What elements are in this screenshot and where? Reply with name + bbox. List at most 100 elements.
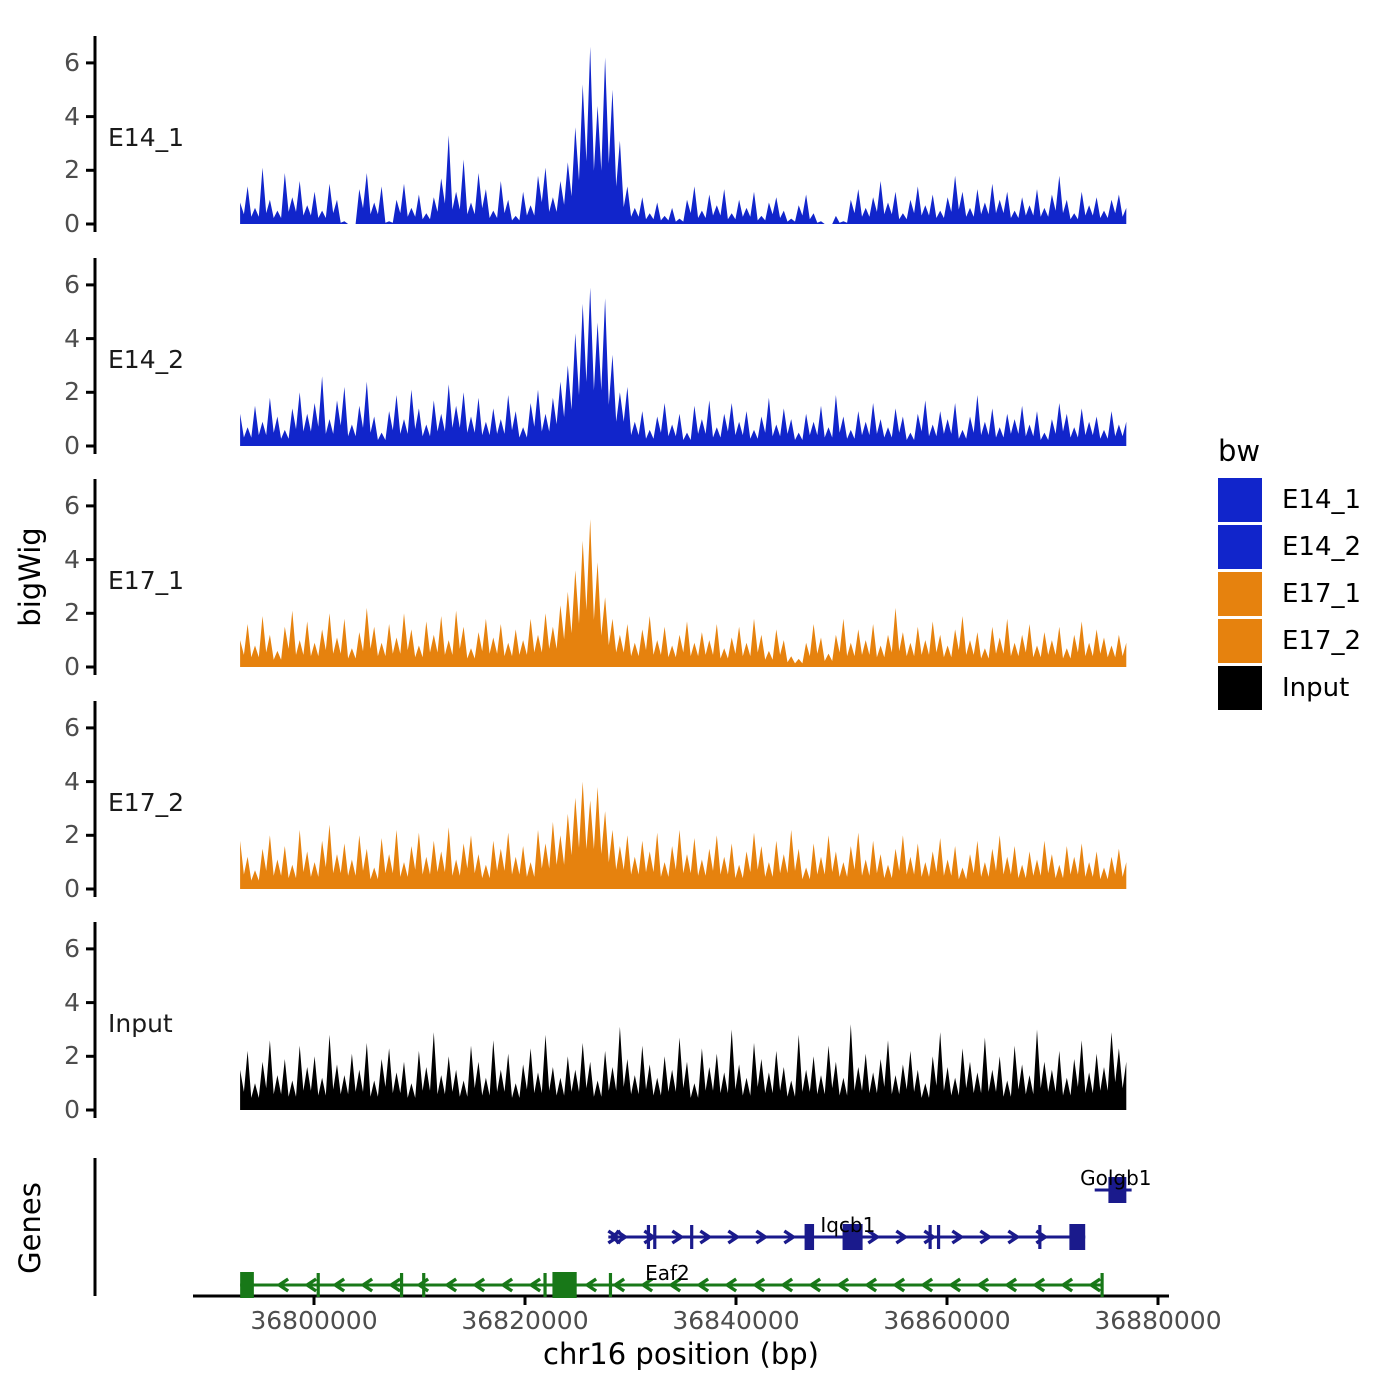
gene-arrow-Iqcb1 — [1007, 1229, 1021, 1245]
x-tick-label-36860000: 36860000 — [883, 1306, 1011, 1335]
track-label-E14_1: E14_1 — [108, 123, 185, 152]
gene-start-marker-Iqcb1 — [608, 1229, 622, 1245]
gene-arrow-Iqcb1 — [783, 1229, 797, 1245]
gene-arrow-Eaf2 — [500, 1277, 514, 1293]
x-tick-label-36880000: 36880000 — [1094, 1306, 1222, 1335]
gene-exon-Iqcb1-1 — [842, 1224, 863, 1250]
track-label-E14_2: E14_2 — [108, 345, 185, 374]
signal-area-E14_2 — [240, 287, 1127, 446]
gene-arrow-Eaf2 — [528, 1277, 542, 1293]
gene-exon-Iqcb1-2 — [1069, 1224, 1086, 1250]
gene-arrow-Eaf2 — [724, 1277, 738, 1293]
legend-item-E17_1: E17_1 — [1218, 572, 1361, 616]
gene-arrow-Eaf2 — [640, 1277, 654, 1293]
legend-label-E14_1: E14_1 — [1282, 485, 1362, 515]
legend: bw E14_1 E14_2 E17_1 E17_2 Input — [1218, 434, 1361, 713]
y-tick-label-E17_2-2: 2 — [64, 820, 80, 850]
y-tick-label-E17_1-2: 2 — [64, 598, 80, 628]
gene-arrow-Iqcb1 — [951, 1229, 965, 1245]
gene-arrow-Eaf2 — [612, 1277, 626, 1293]
y-tick-label-E17_1-0: 0 — [64, 652, 80, 681]
legend-swatch-E17_1 — [1218, 572, 1262, 616]
gene-arrow-Iqcb1 — [867, 1229, 881, 1245]
y-tick-label-E14_2-4: 4 — [64, 323, 80, 353]
track-label-Input: Input — [108, 1009, 173, 1038]
x-tick-label-36820000: 36820000 — [461, 1306, 589, 1335]
gene-arrow-Eaf2 — [752, 1277, 766, 1293]
y-tick-label-E17_2-6: 6 — [64, 712, 80, 742]
gene-start-marker-Iqcb1 — [607, 1229, 621, 1245]
gene-arrow-Iqcb1 — [699, 1229, 713, 1245]
gene-arrow-Iqcb1 — [895, 1229, 909, 1245]
gene-arrow-Eaf2 — [332, 1277, 346, 1293]
track-label-E17_1: E17_1 — [108, 566, 185, 595]
y-tick-label-Input-0: 0 — [64, 1095, 80, 1124]
gene-arrow-Iqcb1 — [671, 1229, 685, 1245]
gene-arrow-Eaf2 — [780, 1277, 794, 1293]
y-tick-label-Input-4: 4 — [64, 987, 80, 1017]
gene-arrow-Eaf2 — [444, 1277, 458, 1293]
gene-arrow-Eaf2 — [360, 1277, 374, 1293]
y-tick-label-E17_1-6: 6 — [64, 490, 80, 520]
y-tick-label-E14_1-0: 0 — [64, 209, 80, 238]
gene-arrow-Eaf2 — [696, 1277, 710, 1293]
legend-item-Input: Input — [1218, 666, 1361, 710]
y-tick-label-E14_2-0: 0 — [64, 431, 80, 460]
legend-label-E14_2: E14_2 — [1282, 532, 1362, 562]
gene-arrow-Eaf2 — [892, 1277, 906, 1293]
legend-label-Input: Input — [1282, 673, 1350, 703]
gene-arrow-Eaf2 — [948, 1277, 962, 1293]
y-tick-label-E14_1-4: 4 — [64, 101, 80, 131]
gene-arrow-Eaf2 — [1060, 1277, 1074, 1293]
gene-label-Eaf2: Eaf2 — [645, 1261, 690, 1285]
legend-label-E17_2: E17_2 — [1282, 626, 1362, 656]
signal-area-E14_1 — [240, 46, 1127, 224]
gene-arrow-Eaf2 — [388, 1277, 402, 1293]
signal-area-E17_2 — [240, 781, 1127, 889]
x-tick-label-36840000: 36840000 — [672, 1306, 800, 1335]
gene-arrow-Eaf2 — [276, 1277, 290, 1293]
gene-label-Golgb1: Golgb1 — [1080, 1166, 1151, 1190]
gene-label-Iqcb1: Iqcb1 — [820, 1213, 875, 1237]
gene-arrow-Eaf2 — [1088, 1277, 1102, 1293]
legend-item-E14_2: E14_2 — [1218, 525, 1361, 569]
gene-arrow-Iqcb1 — [755, 1229, 769, 1245]
gene-exon-Eaf2-0 — [240, 1272, 254, 1298]
y-tick-label-E17_1-4: 4 — [64, 544, 80, 574]
legend-item-E14_1: E14_1 — [1218, 478, 1361, 522]
gene-exon-Iqcb1-0 — [804, 1224, 815, 1250]
signal-area-E17_1 — [240, 519, 1127, 667]
x-tick-label-36800000: 36800000 — [250, 1306, 378, 1335]
gene-exon-Eaf2-1 — [552, 1272, 577, 1298]
gene-arrow-Eaf2 — [668, 1277, 682, 1293]
gene-arrow-Eaf2 — [472, 1277, 486, 1293]
gene-arrow-Eaf2 — [1004, 1277, 1018, 1293]
legend-swatch-E14_2 — [1218, 525, 1262, 569]
x-axis-title: chr16 position (bp) — [543, 1337, 819, 1371]
y-tick-label-E14_1-6: 6 — [64, 47, 80, 77]
gene-arrow-Eaf2 — [1032, 1277, 1046, 1293]
track-label-E17_2: E17_2 — [108, 788, 185, 817]
gene-arrow-Iqcb1 — [923, 1229, 937, 1245]
gene-arrow-Eaf2 — [304, 1277, 318, 1293]
gene-arrow-Eaf2 — [808, 1277, 822, 1293]
y-tick-label-Input-6: 6 — [64, 933, 80, 963]
gene-arrow-Iqcb1 — [979, 1229, 993, 1245]
gene-arrow-Eaf2 — [584, 1277, 598, 1293]
y-tick-label-E14_1-2: 2 — [64, 155, 80, 185]
gene-exon-Golgb1-0 — [1108, 1177, 1127, 1203]
gene-arrow-Eaf2 — [976, 1277, 990, 1293]
legend-items: E14_1 E14_2 E17_1 E17_2 Input — [1218, 478, 1361, 710]
gene-arrow-Eaf2 — [836, 1277, 850, 1293]
y-tick-label-E17_2-4: 4 — [64, 766, 80, 796]
y-tick-label-E17_2-0: 0 — [64, 874, 80, 903]
y-tick-label-E14_2-2: 2 — [64, 377, 80, 407]
signal-area-Input — [240, 1024, 1127, 1110]
legend-swatch-E14_1 — [1218, 478, 1262, 522]
legend-title: bw — [1218, 434, 1261, 468]
legend-label-E17_1: E17_1 — [1282, 579, 1362, 609]
y-tick-label-Input-2: 2 — [64, 1041, 80, 1071]
y-tick-label-E14_2-6: 6 — [64, 269, 80, 299]
